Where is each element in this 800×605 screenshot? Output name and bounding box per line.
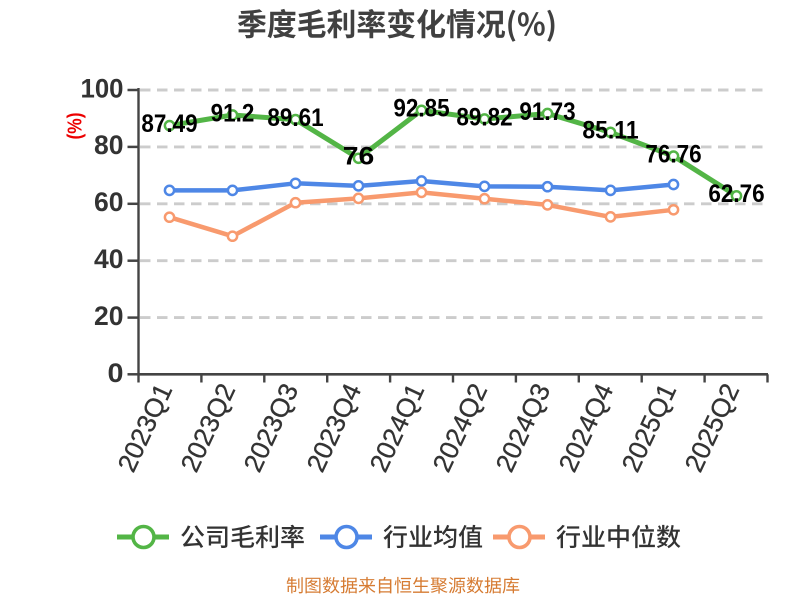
svg-text:92.85: 92.85 bbox=[393, 95, 449, 123]
svg-text:76: 76 bbox=[343, 143, 375, 171]
svg-text:87.49: 87.49 bbox=[141, 110, 197, 138]
svg-text:80: 80 bbox=[94, 130, 124, 160]
svg-text:62.76: 62.76 bbox=[708, 180, 764, 208]
svg-text:20: 20 bbox=[94, 301, 124, 331]
svg-text:76.76: 76.76 bbox=[645, 140, 701, 168]
svg-text:89.61: 89.61 bbox=[267, 104, 323, 132]
svg-text:60: 60 bbox=[94, 187, 124, 217]
svg-text:91.2: 91.2 bbox=[211, 99, 255, 127]
svg-text:100: 100 bbox=[81, 73, 124, 103]
svg-text:85.11: 85.11 bbox=[582, 117, 638, 145]
svg-text:40: 40 bbox=[94, 244, 124, 274]
svg-text:89.82: 89.82 bbox=[456, 103, 512, 131]
svg-text:(%): (%) bbox=[65, 113, 87, 140]
svg-text:91.73: 91.73 bbox=[519, 98, 575, 126]
svg-text:0: 0 bbox=[108, 358, 124, 388]
